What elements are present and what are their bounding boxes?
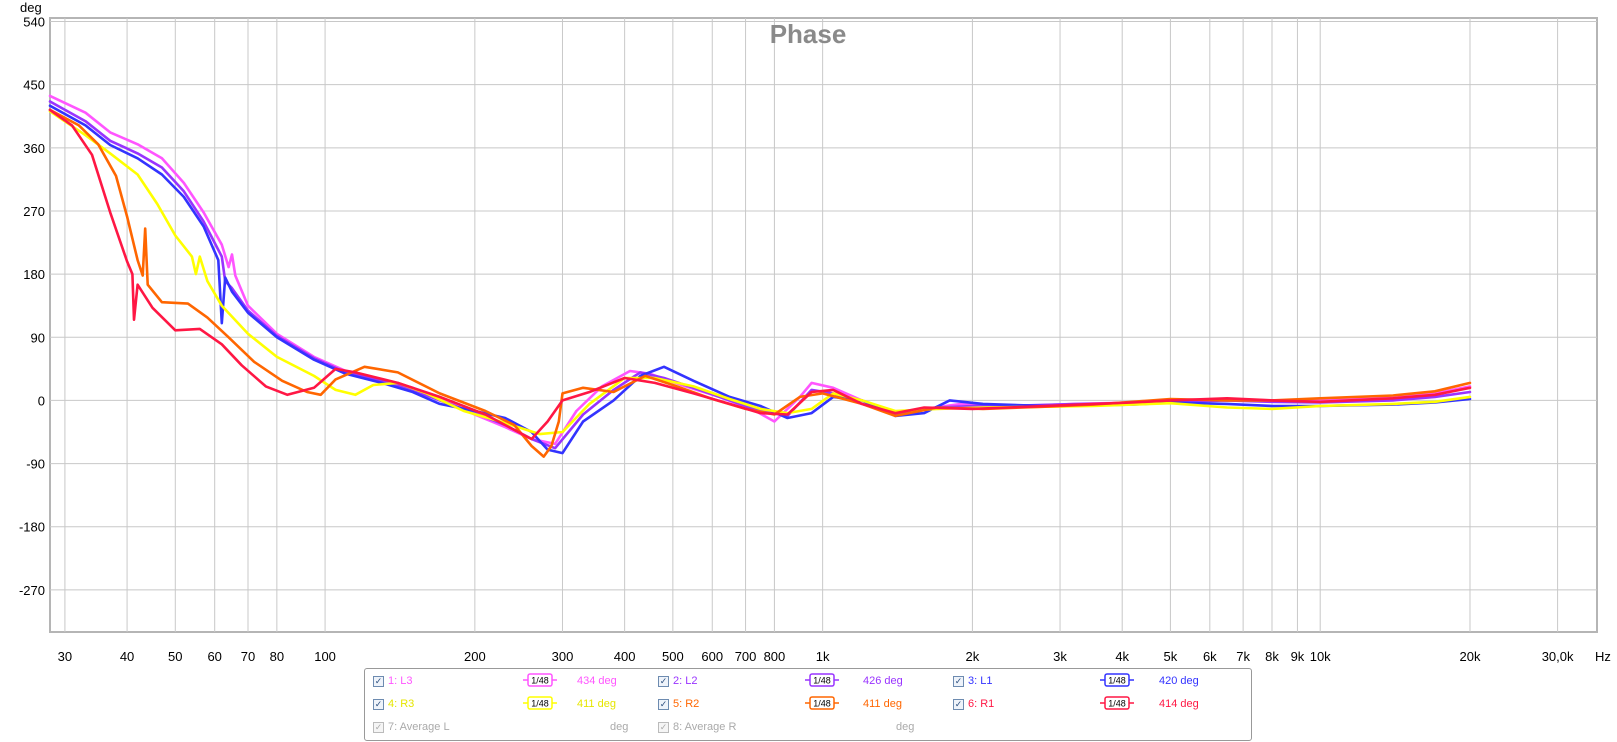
smoothing-icon[interactable]: 1/48 <box>523 673 557 687</box>
series-line-r1 <box>48 108 1472 441</box>
legend-label: 2: L2 <box>673 675 698 687</box>
legend-item-r2[interactable]: ✓ 5: R2 <box>658 695 699 713</box>
smoothing-label: 1/48 <box>1108 699 1126 709</box>
x-tick-label: 80 <box>270 649 284 664</box>
y-tick-label: 270 <box>23 204 45 219</box>
phase-chart: 540 450 360 270 180 90 0 -90 -180 -270 30 40 50 60 70… <box>19 0 1611 664</box>
checkbox-icon[interactable]: ✓ <box>658 721 669 733</box>
legend-label: 4: R3 <box>388 698 415 710</box>
smoothing-label: 1/48 <box>1108 676 1126 686</box>
smoothing-icon[interactable]: 1/48 <box>805 696 839 710</box>
checkbox-icon[interactable]: ✓ <box>373 675 384 687</box>
x-tick-label: 3k <box>1053 649 1067 664</box>
legend-value: deg <box>610 721 629 733</box>
legend-label: 5: R2 <box>673 698 700 710</box>
x-tick-label: 2k <box>966 649 980 664</box>
x-tick-label: 7k <box>1236 649 1250 664</box>
series-lines <box>48 94 1472 458</box>
checkbox-icon[interactable]: ✓ <box>953 698 964 710</box>
legend-value: 414 deg <box>1159 698 1199 710</box>
legend-row-3: ✓ 7: Average L deg ✓ 8: Average R deg <box>365 715 1251 737</box>
y-axis-unit: deg <box>20 0 42 15</box>
y-tick-label: -90 <box>26 457 45 472</box>
x-tick-label: 300 <box>552 649 574 664</box>
legend-item-l3[interactable]: ✓ 1: L3 <box>373 672 412 690</box>
x-tick-label: 50 <box>168 649 182 664</box>
legend-value: 411 deg <box>577 698 616 710</box>
legend-label: 3: L1 <box>968 675 993 687</box>
legend-item-r3[interactable]: ✓ 4: R3 <box>373 695 414 713</box>
legend-value: 426 deg <box>863 675 903 687</box>
x-tick-label: 100 <box>314 649 336 664</box>
checkbox-icon[interactable]: ✓ <box>658 698 669 710</box>
y-tick-label: 540 <box>23 15 45 30</box>
x-tick-label: 600 <box>701 649 723 664</box>
smoothing-label: 1/48 <box>813 699 831 709</box>
svg-text:1/48: 1/48 <box>531 676 549 686</box>
x-tick-label: 10k <box>1310 649 1331 664</box>
x-tick-label: 6k <box>1203 649 1217 664</box>
legend-label: 8: Average R <box>673 721 737 733</box>
legend-label: 7: Average L <box>388 721 450 733</box>
legend-value: 420 deg <box>1159 675 1199 687</box>
smoothing-icon[interactable]: 1/48 <box>523 696 557 710</box>
y-tick-label: 450 <box>23 78 45 93</box>
series-line-r3 <box>48 110 1472 436</box>
legend-row-2: ✓ 4: R3 1/48 411 deg ✓ 5: R2 1/48 411 de… <box>365 692 1251 714</box>
x-tick-label: 500 <box>662 649 684 664</box>
legend-value: deg <box>896 721 915 733</box>
x-tick-label: 30 <box>58 649 72 664</box>
smoothing-label: 1/48 <box>531 699 549 709</box>
smoothing-icon[interactable]: 1/48 <box>1100 673 1134 687</box>
x-tick-label: 9k <box>1291 649 1305 664</box>
x-tick-labels: 30 40 50 60 70 80 100 200 300 400 500 600 700 800 1k 2k… <box>58 649 1574 664</box>
x-axis-unit: Hz <box>1595 649 1611 664</box>
legend-item-average-r[interactable]: ✓ 8: Average R <box>658 718 736 736</box>
y-tick-label: -180 <box>19 520 45 535</box>
x-tick-label: 5k <box>1164 649 1178 664</box>
x-tick-label: 8k <box>1265 649 1279 664</box>
y-tick-label: 90 <box>31 330 45 345</box>
x-tick-label: 1k <box>816 649 830 664</box>
x-tick-label: 200 <box>464 649 486 664</box>
smoothing-label: 1/48 <box>813 676 831 686</box>
y-tick-label: -270 <box>19 583 45 598</box>
checkbox-icon[interactable]: ✓ <box>373 721 384 733</box>
legend-label: 6: R1 <box>968 698 995 710</box>
chart-title: Phase <box>770 19 847 49</box>
smoothing-icon[interactable]: 1/48 <box>805 673 839 687</box>
checkbox-icon[interactable]: ✓ <box>658 675 669 687</box>
x-tick-label: 60 <box>207 649 221 664</box>
legend-value: 434 deg <box>577 675 617 687</box>
legend-item-average-l[interactable]: ✓ 7: Average L <box>373 718 450 736</box>
plot-frame <box>49 17 1598 633</box>
legend-label: 1: L3 <box>388 675 413 687</box>
legend-panel: ✓ 1: L3 1/48 434 deg ✓ 2: L2 1/48 426 de… <box>364 668 1252 741</box>
legend-item-r1[interactable]: ✓ 6: R1 <box>953 695 994 713</box>
x-tick-label: 20k <box>1460 649 1481 664</box>
x-tick-label: 70 <box>241 649 255 664</box>
smoothing-icon[interactable]: 1/48 <box>1100 696 1134 710</box>
y-tick-label: 180 <box>23 267 45 282</box>
legend-item-l1[interactable]: ✓ 3: L1 <box>953 672 992 690</box>
legend-item-l2[interactable]: ✓ 2: L2 <box>658 672 697 690</box>
x-tick-label: 400 <box>614 649 636 664</box>
y-tick-label: 360 <box>23 141 45 156</box>
x-tick-label: 800 <box>764 649 786 664</box>
x-tick-label: 30,0k <box>1542 649 1574 664</box>
y-tick-label: 0 <box>38 393 45 408</box>
x-tick-label: 40 <box>120 649 134 664</box>
x-tick-label: 4k <box>1115 649 1129 664</box>
legend-value: 411 deg <box>863 698 902 710</box>
checkbox-icon[interactable]: ✓ <box>373 698 384 710</box>
checkbox-icon[interactable]: ✓ <box>953 675 964 687</box>
legend-row-1: ✓ 1: L3 1/48 434 deg ✓ 2: L2 1/48 426 de… <box>365 669 1251 691</box>
y-tick-labels: 540 450 360 270 180 90 0 -90 -180 -270 <box>19 15 45 598</box>
x-tick-label: 700 <box>735 649 757 664</box>
